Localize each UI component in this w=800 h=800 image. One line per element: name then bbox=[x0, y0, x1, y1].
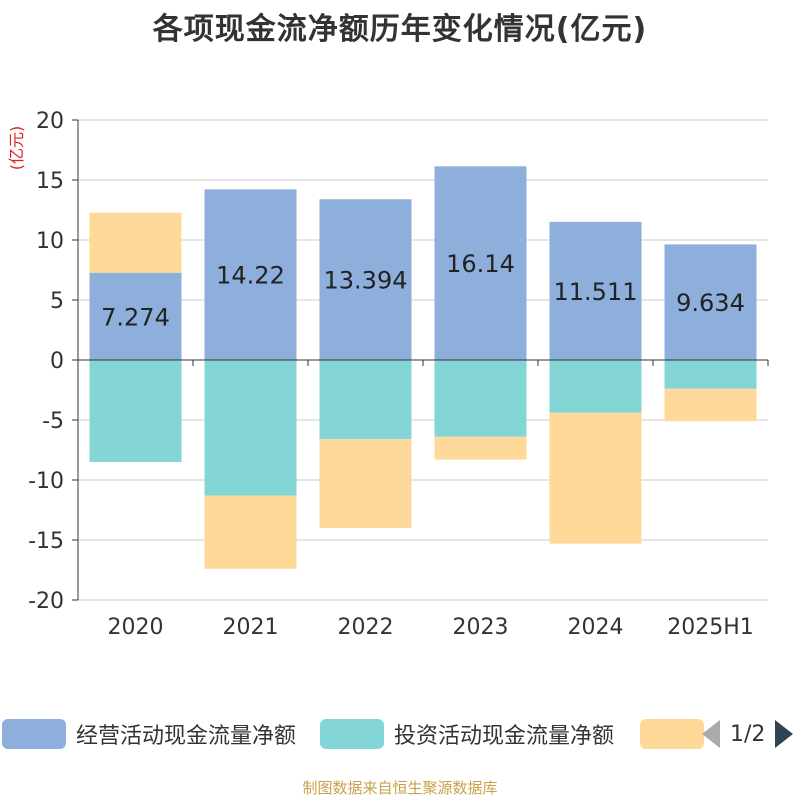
bar-0-2024 bbox=[549, 221, 642, 360]
legend-swatch-investing bbox=[320, 719, 384, 749]
y-axis-label: (亿元) bbox=[7, 126, 26, 171]
bar-2-2024 bbox=[549, 412, 642, 544]
legend-swatch-operating bbox=[2, 719, 66, 749]
source-footer: 制图数据来自恒生聚源数据库 bbox=[302, 779, 498, 797]
bar-2-2022 bbox=[319, 439, 412, 528]
x-tick-label: 2023 bbox=[453, 615, 509, 640]
bar-2-2021 bbox=[204, 495, 297, 569]
legend-pager: 1/2 bbox=[702, 712, 794, 756]
legend: 经营活动现金流量净额 投资活动现金流量净额 1/2 bbox=[0, 712, 800, 756]
y-tick-label: 20 bbox=[36, 109, 64, 134]
y-tick-label: -5 bbox=[42, 409, 64, 434]
x-tick-label: 2025H1 bbox=[667, 615, 754, 640]
legend-item-investing[interactable]: 投资活动现金流量净额 bbox=[320, 712, 614, 756]
bar-2-2020 bbox=[89, 212, 182, 273]
data-label: 9.634 bbox=[676, 289, 745, 317]
legend-item-operating[interactable]: 经营活动现金流量净额 bbox=[2, 712, 296, 756]
legend-prev-icon[interactable] bbox=[702, 720, 720, 748]
x-tick-label: 2020 bbox=[108, 615, 164, 640]
bar-0-2021 bbox=[204, 189, 297, 360]
bar-1-2024 bbox=[549, 360, 642, 413]
legend-label-investing: 投资活动现金流量净额 bbox=[394, 724, 615, 749]
legend-label-operating: 经营活动现金流量净额 bbox=[76, 724, 297, 749]
x-tick-label: 2021 bbox=[223, 615, 279, 640]
legend-swatch-third bbox=[640, 719, 704, 749]
y-tick-label: -10 bbox=[28, 469, 64, 494]
bar-1-2021 bbox=[204, 360, 297, 496]
legend-item-third[interactable] bbox=[640, 712, 714, 756]
data-label: 14.22 bbox=[216, 262, 285, 290]
bar-2-2025H1 bbox=[664, 388, 757, 422]
y-tick-label: 15 bbox=[36, 169, 64, 194]
bar-1-2025H1 bbox=[664, 360, 757, 389]
bar-0-2023 bbox=[434, 166, 527, 360]
y-tick-label: -20 bbox=[28, 589, 64, 614]
bar-0-2022 bbox=[319, 199, 412, 360]
bar-1-2023 bbox=[434, 360, 527, 437]
data-label: 16.14 bbox=[446, 250, 515, 278]
bar-2-2023 bbox=[434, 436, 527, 460]
bar-0-2020 bbox=[89, 272, 182, 360]
bar-0-2025H1 bbox=[664, 244, 757, 360]
y-tick-label: -15 bbox=[28, 529, 64, 554]
x-tick-label: 2024 bbox=[568, 615, 624, 640]
y-tick-label: 0 bbox=[50, 349, 64, 374]
x-tick-label: 2022 bbox=[338, 615, 394, 640]
data-label: 11.511 bbox=[554, 278, 638, 306]
data-label: 13.394 bbox=[324, 267, 408, 295]
chart-title: 各项现金流净额历年变化情况(亿元) bbox=[152, 12, 648, 47]
y-tick-label: 5 bbox=[50, 289, 64, 314]
y-tick-label: 10 bbox=[36, 229, 64, 254]
bar-1-2022 bbox=[319, 360, 412, 440]
data-label: 7.274 bbox=[101, 303, 170, 331]
bar-1-2020 bbox=[89, 360, 182, 462]
legend-next-icon[interactable] bbox=[775, 720, 794, 748]
legend-page-indicator: 1/2 bbox=[730, 721, 766, 747]
